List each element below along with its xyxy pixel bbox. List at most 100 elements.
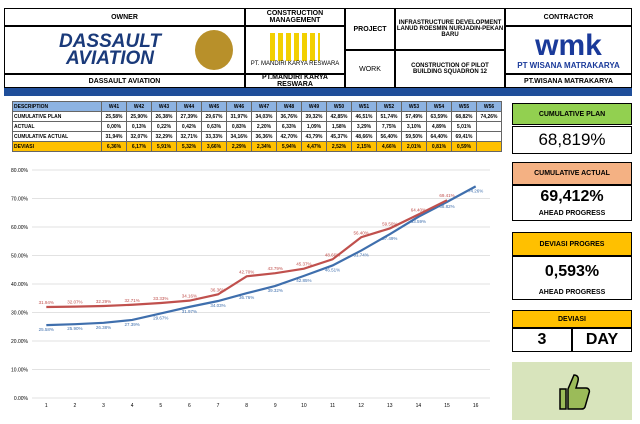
x-tick-label: 13 <box>387 403 393 409</box>
contractor-logo-mark: wmk <box>535 28 602 62</box>
data-label: 63.59% <box>411 219 426 224</box>
header-cell: W51 <box>351 101 377 112</box>
row: ACTUAL 0,00% 0,13% 0,22% 0,42% 0,63% 0,83% 2,20… <box>12 121 502 132</box>
header-cell: W54 <box>426 101 452 112</box>
x-tick-label: 5 <box>159 403 162 409</box>
work-text: CONSTRUCTION OF PILOT BUILDING SQUADRON … <box>395 50 505 88</box>
cell: 1,58% <box>326 121 352 132</box>
cell: 57,49% <box>401 111 427 122</box>
x-tick-label: 10 <box>301 403 307 409</box>
days-unit: DAY <box>572 328 632 352</box>
data-label: 36.36% <box>210 287 225 292</box>
cell: 2,29% <box>226 141 252 152</box>
cell: 0,42% <box>176 121 202 132</box>
cell: 3,10% <box>401 121 427 132</box>
cell <box>476 141 502 152</box>
thumb-icon <box>559 374 591 410</box>
data-label: 31.97% <box>182 309 197 314</box>
data-label: 33.33% <box>153 296 168 301</box>
cell: 63,59% <box>426 111 452 122</box>
chart: 0.00% 10.00% 20.00% 30.00% 40.00% 50.00% 60.00… <box>11 168 490 409</box>
cell: 0,63% <box>201 121 227 132</box>
cell: 2,20% <box>251 121 277 132</box>
data-label: 32.29% <box>96 299 111 304</box>
cell: 5,01% <box>451 121 477 132</box>
cell: 7,75% <box>376 121 402 132</box>
cell: 6,33% <box>276 121 302 132</box>
y-tick-label: 0.00% <box>14 396 29 402</box>
cm-label: CONSTRUCTION MANAGEMENT <box>245 8 345 26</box>
owner-logo-text: DASSAULT AVIATION <box>58 31 162 69</box>
cell: 26,38% <box>151 111 177 122</box>
header-cell: W42 <box>126 101 152 112</box>
days-title: DEVIASI <box>512 310 632 328</box>
cell: 42,85% <box>326 111 352 122</box>
cell: 0,13% <box>126 121 152 132</box>
cell: 45,37% <box>326 131 352 142</box>
header-cell: W50 <box>326 101 352 112</box>
y-tick-label: 30.00% <box>11 311 29 317</box>
data-label: 31.94% <box>39 300 54 305</box>
x-tick-label: 4 <box>131 403 134 409</box>
cell: 2,34% <box>251 141 277 152</box>
header-cell: W43 <box>151 101 177 112</box>
data-label: 57.49% <box>382 236 397 241</box>
cell: 6,36% <box>101 141 127 152</box>
cm-logo-text: PT. MANDIRI KARYA RESWARA <box>250 61 340 67</box>
cell <box>476 131 502 142</box>
actual-value: 69,412% <box>512 185 632 207</box>
cm-logo: PT. MANDIRI KARYA RESWARA <box>245 26 345 74</box>
header-cell: W48 <box>276 101 302 112</box>
cell: 32,07% <box>126 131 152 142</box>
y-tick-label: 40.00% <box>11 282 29 288</box>
header-cell: W41 <box>101 101 127 112</box>
cell: 25,90% <box>126 111 152 122</box>
cell: 42,70% <box>276 131 302 142</box>
data-label: 69.41% <box>439 193 454 198</box>
actual-note: AHEAD PROGRESS <box>512 207 632 221</box>
cell: 59,50% <box>401 131 427 142</box>
dev-value: 0,593% <box>512 256 632 286</box>
cell: 74,26% <box>476 111 502 122</box>
cell: 36,36% <box>251 131 277 142</box>
series-line <box>46 185 477 327</box>
y-tick-label: 60.00% <box>11 225 29 231</box>
dev-note: AHEAD PROGRESS <box>512 286 632 300</box>
cell: 27,39% <box>176 111 202 122</box>
y-tick-label: 80.00% <box>11 168 29 174</box>
x-tick-label: 6 <box>188 403 191 409</box>
cell: 31,94% <box>101 131 127 142</box>
cell: 5,91% <box>151 141 177 152</box>
cell: 39,32% <box>301 111 327 122</box>
x-tick-label: 15 <box>444 403 450 409</box>
cm-name: PT.MANDIRI KARYA RESWARA <box>245 74 345 88</box>
contractor-logo: wmk PT WISANA MATRAKARYA <box>505 26 632 74</box>
cell: 32,71% <box>176 131 202 142</box>
cell: 2,01% <box>401 141 427 152</box>
contractor-name: PT.WISANA MATRAKARYA <box>505 74 632 88</box>
cell: 2,15% <box>351 141 377 152</box>
header-cell: W47 <box>251 101 277 112</box>
cell: 5,32% <box>176 141 202 152</box>
header-cell: W56 <box>476 101 502 112</box>
cell: 1,09% <box>301 121 327 132</box>
thumb-box <box>512 362 632 420</box>
x-tick-label: 14 <box>416 403 422 409</box>
header-cell: W53 <box>401 101 427 112</box>
cell: 4,89% <box>426 121 452 132</box>
emblem <box>195 30 233 70</box>
cell: 0,00% <box>101 121 127 132</box>
cell: 4,66% <box>376 141 402 152</box>
dev-title: DEVIASI PROGRES <box>512 232 632 256</box>
cell: 32,29% <box>151 131 177 142</box>
data-label: 74.26% <box>468 188 483 193</box>
data-label: 29.67% <box>153 315 168 320</box>
header-cell: W52 <box>376 101 402 112</box>
cell <box>476 121 502 132</box>
header-cell: W46 <box>226 101 252 112</box>
cell: 3,66% <box>201 141 227 152</box>
x-tick-label: 8 <box>245 403 248 409</box>
cell: ACTUAL <box>12 121 102 132</box>
x-tick-label: 16 <box>473 403 479 409</box>
cell: 68,82% <box>451 111 477 122</box>
